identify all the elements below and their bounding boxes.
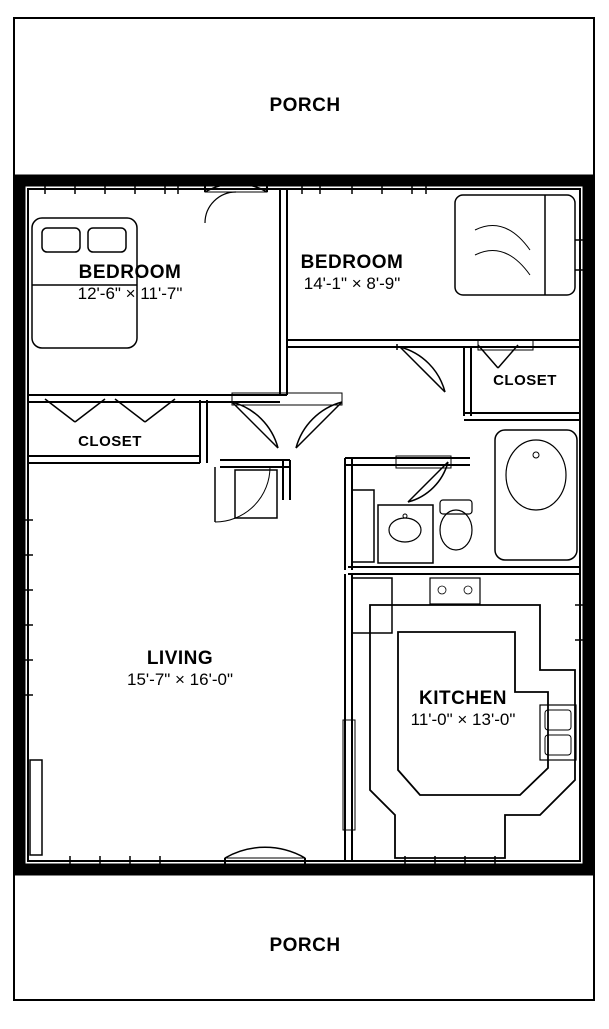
living-name: LIVING (100, 648, 260, 670)
bedroom1-name: BEDROOM (60, 262, 200, 284)
kitchen-dims: 11'-0" × 13'-0" (388, 710, 538, 730)
bedroom2-name: BEDROOM (282, 252, 422, 274)
porch-top-label: PORCH (260, 95, 350, 117)
porch-bottom-label: PORCH (260, 935, 350, 957)
bedroom2-label: BEDROOM 14'-1" × 8'-9" (282, 252, 422, 293)
bedroom1-label: BEDROOM 12'-6" × 11'-7" (60, 262, 200, 303)
living-dims: 15'-7" × 16'-0" (100, 670, 260, 690)
closet2-label: CLOSET (480, 372, 570, 389)
floor-plan: PORCH PORCH BEDROOM 12'-6" × 11'-7" BEDR… (0, 0, 609, 1024)
living-label: LIVING 15'-7" × 16'-0" (100, 648, 260, 689)
closet1-label: CLOSET (65, 433, 155, 450)
floor-plan-svg (0, 0, 609, 1024)
bedroom1-dims: 12'-6" × 11'-7" (60, 284, 200, 304)
kitchen-name: KITCHEN (388, 688, 538, 710)
bedroom2-dims: 14'-1" × 8'-9" (282, 274, 422, 294)
kitchen-label: KITCHEN 11'-0" × 13'-0" (388, 688, 538, 729)
